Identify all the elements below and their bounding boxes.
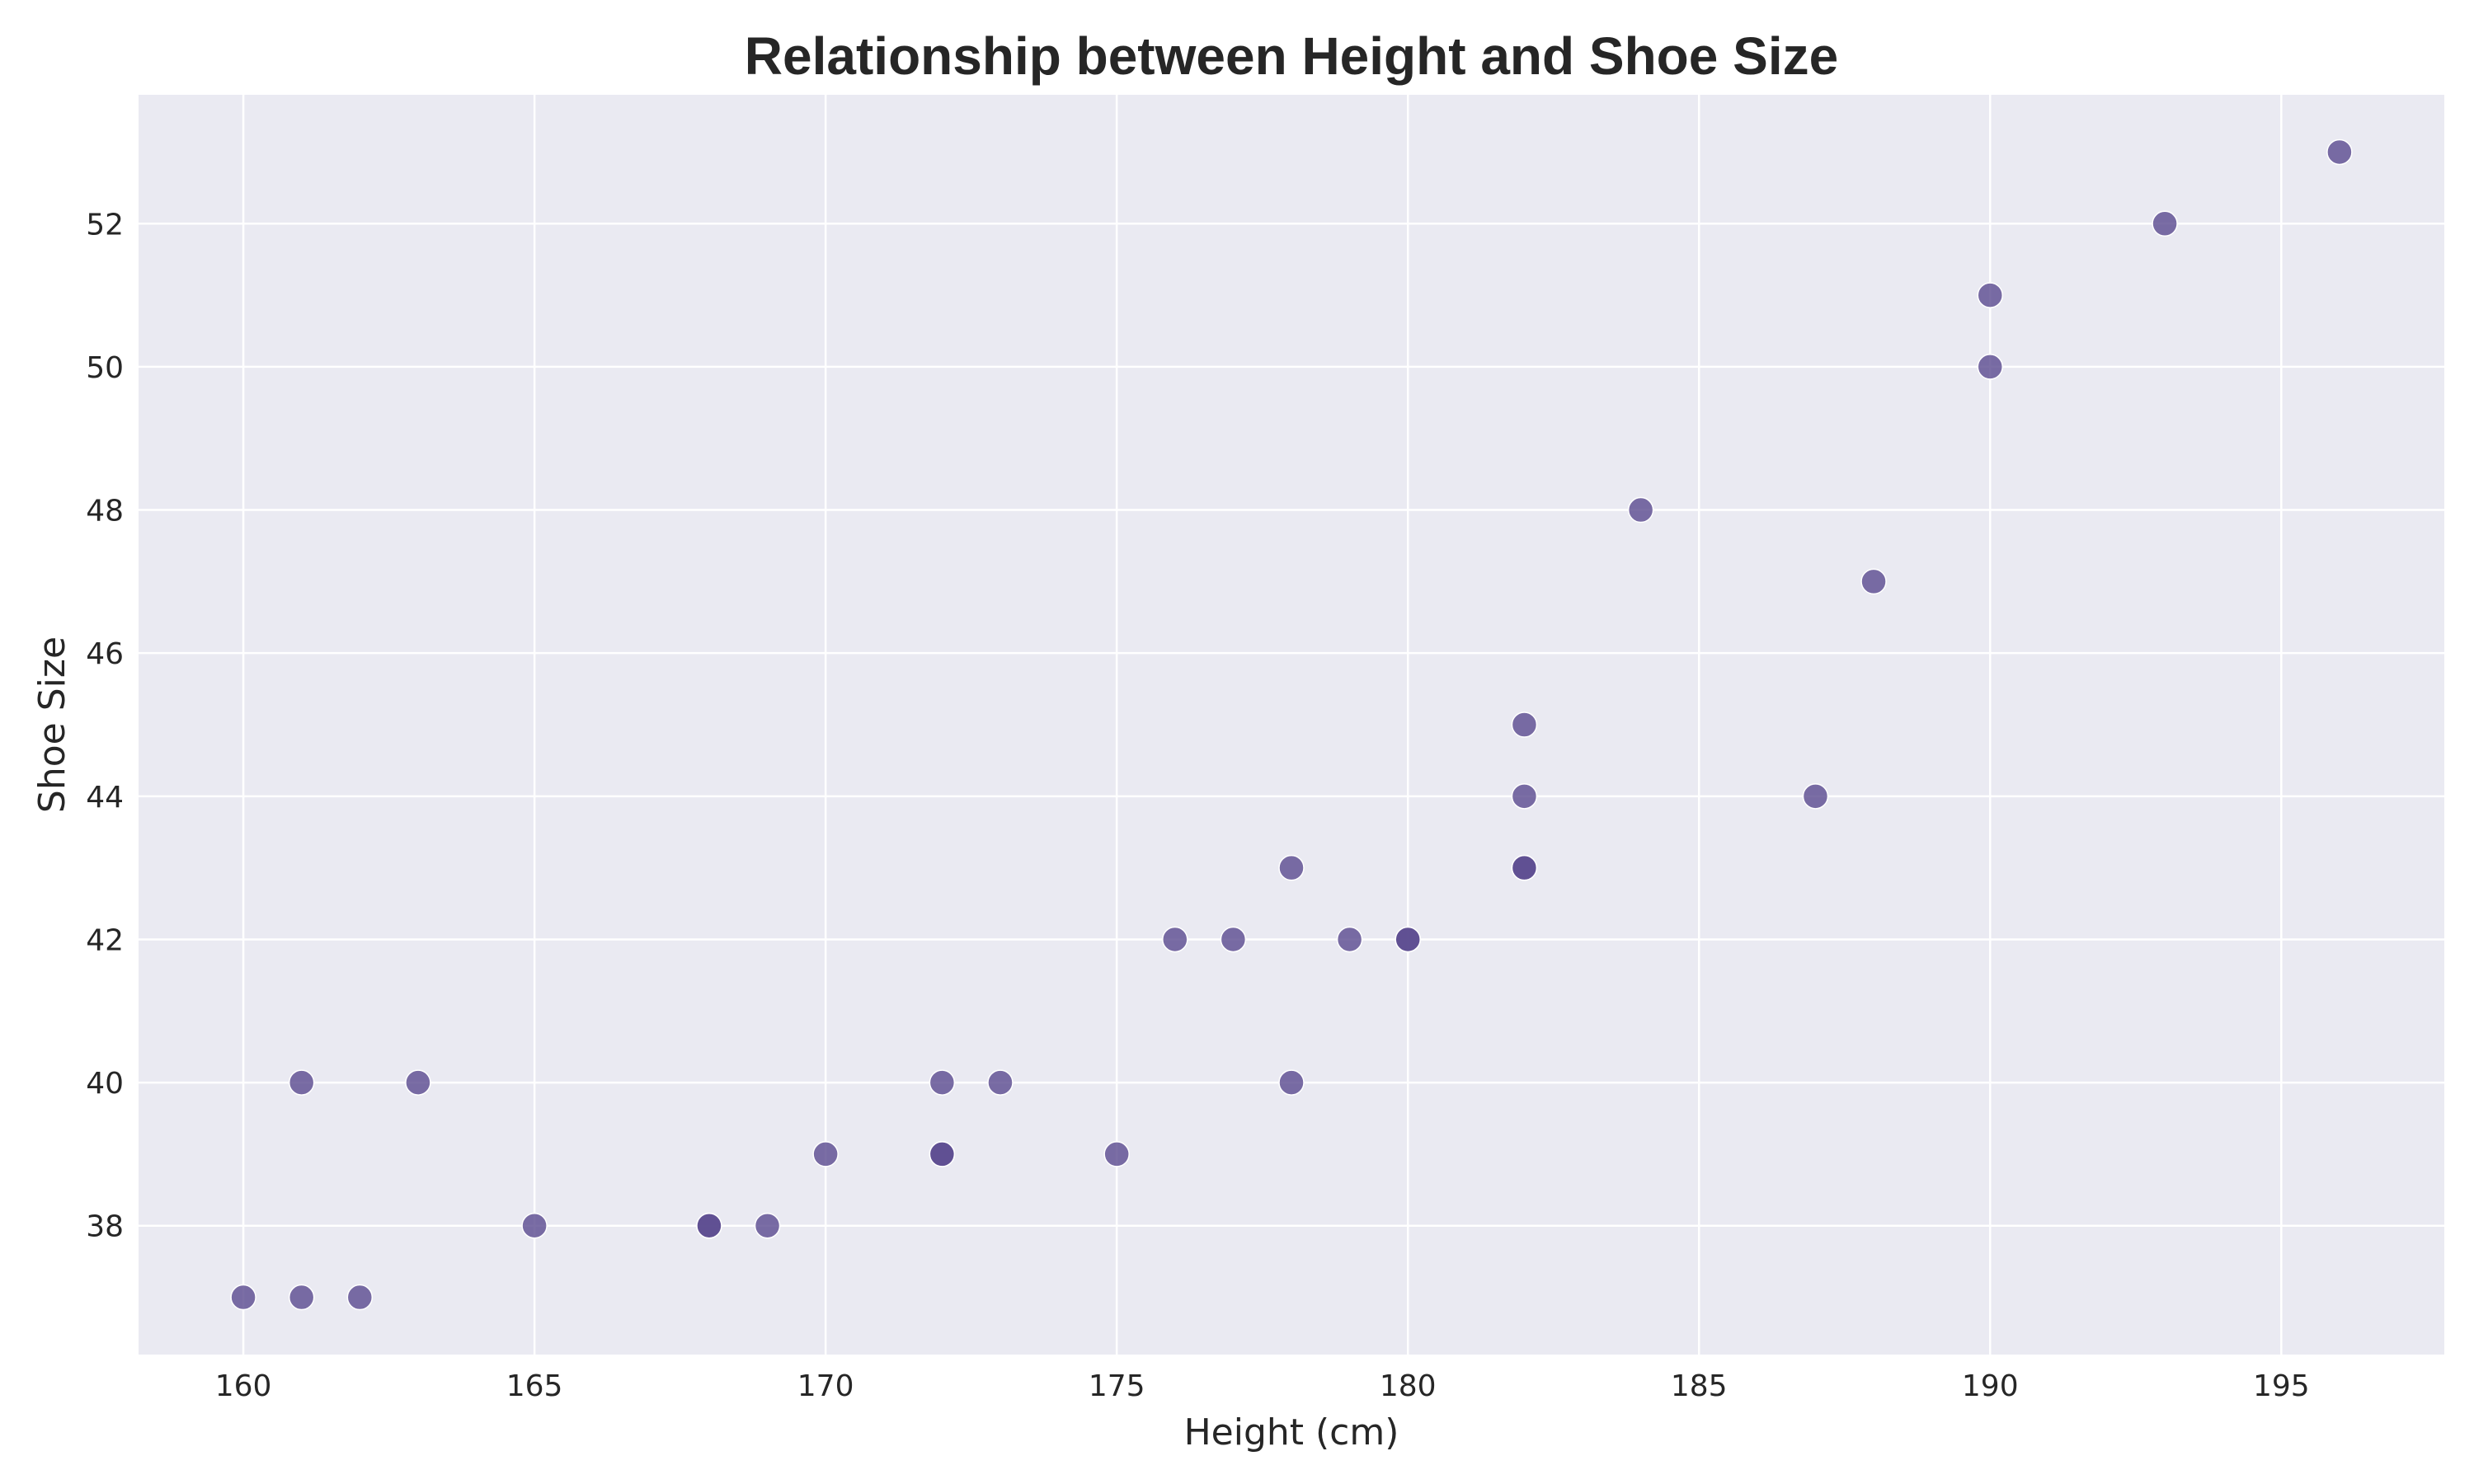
data-point — [987, 1069, 1014, 1096]
x-tick-label: 160 — [215, 1369, 272, 1403]
data-point — [1511, 711, 1538, 738]
data-point — [2326, 139, 2353, 166]
data-point — [288, 1284, 315, 1311]
data-point — [1627, 496, 1654, 524]
data-point — [346, 1284, 374, 1311]
data-point — [1977, 354, 2004, 380]
x-tick-label: 175 — [1089, 1369, 1145, 1403]
data-point — [405, 1069, 431, 1096]
data-point — [1802, 783, 1829, 810]
y-tick-label: 50 — [86, 351, 124, 385]
x-tick-label: 165 — [506, 1369, 563, 1403]
data-point — [521, 1212, 548, 1239]
y-tick-label: 42 — [86, 923, 124, 957]
data-point — [2152, 210, 2178, 237]
y-tick-label: 46 — [86, 637, 124, 671]
data-point — [1162, 926, 1188, 953]
x-tick-label: 170 — [797, 1369, 854, 1403]
data-point — [288, 1069, 315, 1096]
x-axis-ticks: 160 165 170 175 180 185 190 195 — [215, 1369, 2310, 1403]
y-tick-label: 48 — [86, 495, 124, 528]
data-points — [230, 139, 2353, 1311]
data-point — [1278, 854, 1305, 881]
data-point — [1395, 926, 1421, 953]
y-axis-label: Shoe Size — [31, 636, 73, 813]
y-tick-label: 52 — [86, 208, 124, 242]
data-point — [754, 1212, 781, 1239]
data-point — [1336, 926, 1363, 953]
x-tick-label: 180 — [1380, 1369, 1437, 1403]
x-tick-label: 195 — [2253, 1369, 2310, 1403]
y-tick-label: 40 — [86, 1067, 124, 1101]
data-point — [1977, 282, 2004, 308]
data-point — [696, 1212, 722, 1239]
x-axis-label: Height (cm) — [1184, 1411, 1399, 1453]
data-point — [230, 1284, 256, 1311]
x-tick-label: 185 — [1671, 1369, 1728, 1403]
data-point — [812, 1141, 839, 1167]
y-axis-ticks: 38 40 42 44 46 48 50 52 — [86, 208, 124, 1243]
chart-title: Relationship between Height and Shoe Siz… — [745, 26, 1838, 86]
data-point — [1511, 783, 1538, 810]
plot-area — [139, 95, 2444, 1355]
data-point — [1860, 568, 1887, 595]
x-tick-label: 190 — [1962, 1369, 2019, 1403]
data-point — [1103, 1141, 1130, 1167]
data-point — [929, 1141, 956, 1167]
data-point — [1278, 1069, 1305, 1096]
data-point — [1220, 926, 1247, 953]
data-point — [1511, 854, 1538, 881]
y-tick-label: 38 — [86, 1210, 124, 1244]
y-tick-label: 44 — [86, 781, 124, 815]
data-point — [929, 1069, 956, 1096]
